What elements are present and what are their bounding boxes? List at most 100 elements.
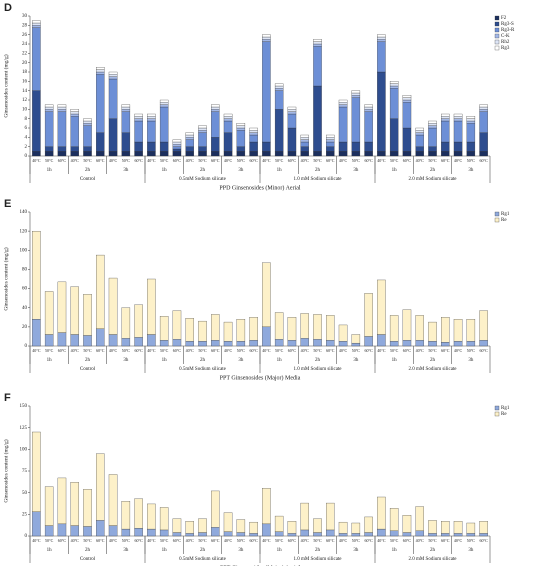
bar-segment (479, 533, 488, 537)
bar-segment (377, 334, 386, 347)
bar-segment (453, 116, 463, 119)
x-tick-label: 50°C (275, 158, 284, 163)
x-tick-label: 60°C (134, 538, 143, 543)
bar-segment (198, 125, 207, 129)
bar-segment (198, 320, 207, 342)
bar-segment (249, 134, 258, 143)
bar-segment (351, 141, 361, 152)
bar-segment (262, 36, 271, 40)
bar-segment (415, 315, 424, 341)
bar-segment (198, 341, 207, 347)
bar-segment (287, 340, 297, 347)
bar-segment (172, 139, 182, 143)
bar-segment (185, 137, 194, 140)
bar-segment (70, 146, 79, 152)
x-tick-label: 50°C (122, 158, 131, 163)
bar-segment (300, 141, 309, 147)
bar-segment (274, 85, 284, 89)
x-tick-label: 40°C (109, 348, 118, 353)
bar-segment (326, 340, 335, 347)
y-tick-label: 28 (22, 23, 28, 28)
x-tick-label: 40°C (147, 158, 156, 163)
x-tick-label: 50°C (352, 538, 361, 543)
bar-segment (121, 307, 131, 339)
x-axis-title: PPT Ginsenosides (Major) Aerial (220, 564, 300, 566)
bar-segment (108, 118, 118, 152)
y-axis-title: Ginsenosides content (mg/g) (2, 439, 9, 502)
y-tick-label: 0 (25, 154, 28, 159)
hour-label: 1h (392, 168, 398, 173)
hour-label: 3h (353, 548, 359, 553)
bar-segment (274, 109, 284, 152)
bar-segment (313, 41, 322, 45)
hour-label: 2h (200, 358, 206, 363)
y-tick-label: 12 (22, 98, 28, 103)
x-tick-label: 60°C (173, 538, 182, 543)
bar-segment (377, 151, 386, 157)
bar-segment (441, 151, 450, 157)
bar-segment (364, 532, 373, 537)
bar-segment (262, 488, 271, 525)
hour-label: 3h (353, 358, 359, 363)
x-tick-label: 60°C (134, 158, 143, 163)
treatment-label: 0.5mM Sodium silicate (179, 367, 227, 372)
bar-segment (389, 508, 399, 531)
bar-segment (326, 529, 335, 537)
bar-segment (364, 111, 373, 143)
bar-segment (351, 334, 361, 344)
treatment-label: 2.0 mM Sodium silicate (408, 557, 457, 562)
bar-segment (121, 104, 131, 108)
bar-segment (83, 526, 92, 537)
x-tick-label: 60°C (96, 348, 105, 353)
y-tick-label: 2 (25, 145, 28, 150)
x-tick-label: 50°C (390, 348, 399, 353)
bar-segment (70, 113, 79, 117)
y-axis-title: Ginsenosides content (mg/g) (2, 247, 9, 310)
bar-segment (223, 512, 233, 532)
bar-segment (479, 104, 488, 108)
bar-segment (338, 533, 348, 537)
bar-segment (377, 279, 386, 335)
hour-label: 2h (200, 168, 206, 173)
bar-segment (236, 130, 246, 147)
bar-segment (313, 518, 322, 533)
bar-segment (351, 522, 361, 534)
x-tick-label: 60°C (211, 348, 220, 353)
hour-label: 3h (468, 168, 474, 173)
bar-segment (262, 34, 271, 38)
bar-segment (415, 146, 424, 152)
bar-segment (70, 482, 79, 526)
bar-segment (338, 106, 348, 143)
bar-segment (377, 496, 386, 530)
y-tick-label: 60 (22, 287, 28, 292)
bar-segment (172, 144, 182, 147)
x-tick-label: 50°C (198, 348, 207, 353)
treatment-label: 0.5mM Sodium silicate (179, 557, 227, 562)
bar-segment (364, 106, 373, 110)
y-tick-label: 16 (22, 79, 28, 84)
x-tick-label: 60°C (58, 348, 67, 353)
panel-letter: F (4, 392, 11, 404)
x-tick-label: 60°C (403, 348, 412, 353)
x-tick-label: 60°C (364, 538, 373, 543)
bar-segment (70, 525, 79, 537)
bar-segment (70, 286, 79, 335)
x-tick-label: 40°C (186, 348, 195, 353)
bar-segment (185, 521, 194, 534)
hour-label: 1h (277, 548, 283, 553)
bar-segment (466, 118, 476, 122)
x-tick-label: 60°C (249, 158, 258, 163)
bar-segment (83, 151, 92, 157)
bar-segment (428, 120, 437, 124)
x-tick-label: 40°C (262, 348, 271, 353)
bar-segment (338, 324, 348, 342)
bar-segment (402, 532, 412, 537)
bar-segment (466, 151, 476, 157)
bar-segment (70, 111, 79, 115)
bar-segment (377, 71, 386, 152)
legend-swatch (494, 211, 500, 217)
bar-segment (134, 151, 143, 157)
bar-segment (428, 127, 437, 147)
y-tick-label: 24 (22, 42, 28, 47)
